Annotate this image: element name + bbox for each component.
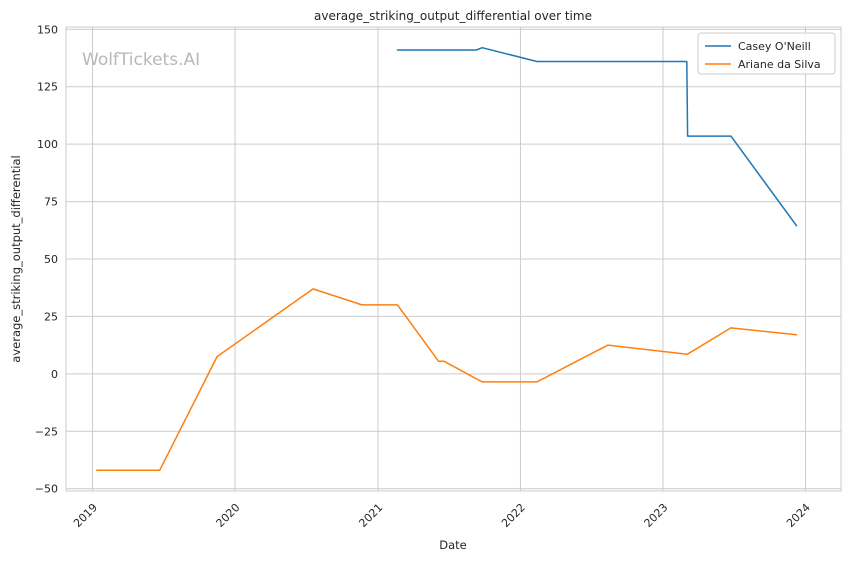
x-tick-label: 2024 [784,501,813,530]
x-tick-label: 2022 [499,501,528,530]
watermark: WolfTickets.AI [82,50,200,70]
y-tick-label: 125 [37,81,58,94]
y-tick-label: 25 [44,310,58,323]
x-axis-label: Date [439,538,467,552]
chart-title: average_striking_output_differential ove… [314,9,592,23]
y-tick-labels: −50 −25 0 25 50 75 100 125 150 [35,23,58,495]
y-tick-label: 75 [44,196,58,209]
y-tick-label: 100 [37,138,58,151]
x-tick-label: 2021 [356,501,385,530]
y-axis-label: average_striking_output_differential [9,155,23,362]
series-line-1 [96,288,798,472]
x-tick-labels: 2019 2020 2021 2022 2023 2024 [71,501,813,530]
y-tick-label: −50 [35,483,58,496]
legend: Casey O'Neill Ariane da Silva [697,32,836,75]
legend-label-ariane: Ariane da Silva [738,58,821,71]
y-tick-label: 150 [37,23,58,36]
legend-label-casey: Casey O'Neill [738,40,811,53]
x-tick-label: 2020 [214,501,243,530]
y-gridlines [66,28,841,490]
y-tick-label: 50 [44,253,58,266]
legend-box [697,32,836,75]
y-tick-label: 0 [51,368,58,381]
y-tick-label: −25 [35,425,58,438]
series-lines [96,46,798,472]
x-tick-label: 2023 [642,501,671,530]
series-line-0 [396,46,798,227]
x-tick-label: 2019 [71,501,100,530]
